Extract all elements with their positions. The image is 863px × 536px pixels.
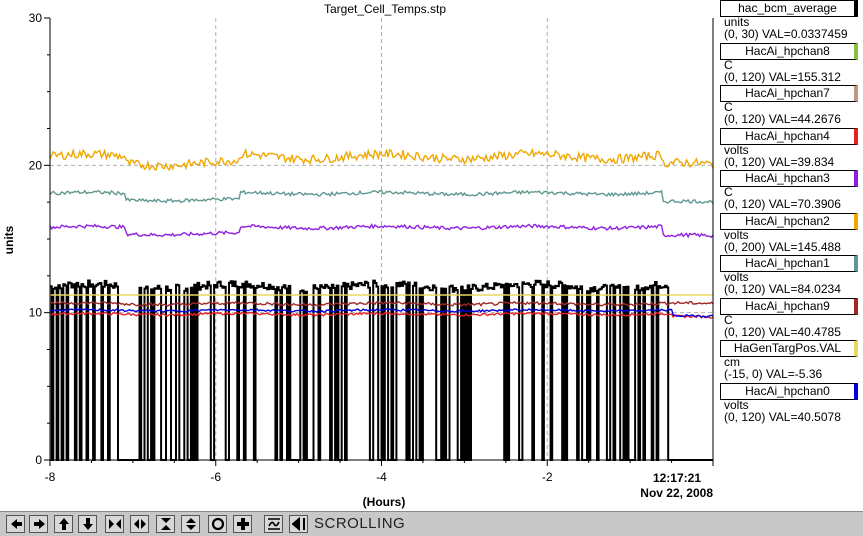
zoom-in-x-icon (108, 517, 122, 531)
series-line-hacai-hpchan2 (49, 147, 714, 172)
arrow-right-button[interactable] (29, 515, 48, 533)
strip-chart: Target_Cell_Temps.stp units (Hours) 12:1… (2, 2, 714, 509)
legend-series-name: HacAi_hpchan7 (720, 85, 858, 102)
zoom-in-x-button[interactable] (105, 515, 124, 533)
arrow-down-icon (81, 517, 95, 531)
arrow-right-icon (32, 517, 46, 531)
y-axis-label: units (2, 225, 16, 254)
legend-series-name: HacAi_hpchan4 (720, 127, 858, 145)
legend-series-unit: C (724, 100, 733, 114)
legend-series-name: HacAi_hpchan0 (720, 382, 858, 400)
arrow-down-button[interactable] (78, 515, 97, 533)
legend-series-value: (0, 200) VAL=145.488 (724, 239, 841, 254)
legend-series-value: (0, 120) VAL=84.0234 (724, 282, 841, 296)
legend-series-unit: volts (724, 397, 749, 412)
plus-button[interactable] (233, 515, 252, 533)
legend-series-value: (0, 120) VAL=44.2676 (724, 112, 841, 126)
legend-series-name: HacAi_hpchan2 (720, 212, 858, 230)
arrow-left-button[interactable] (6, 515, 25, 533)
legend-series-name: HacAi_hpchan9 (720, 297, 858, 315)
zoom-in-y-icon (159, 517, 173, 531)
series-line-hacai-hpchan1 (49, 189, 714, 205)
record-button[interactable] (208, 515, 227, 533)
autoscale-button[interactable] (264, 515, 283, 533)
end-time-label: 12:17:21 (653, 471, 701, 485)
x-tick-label: -4 (376, 470, 387, 484)
series-line-hacai-hpchan0 (50, 308, 714, 318)
record-icon (211, 517, 225, 531)
legend-series-value: (0, 120) VAL=40.4785 (724, 324, 841, 339)
zoom-out-x-button[interactable] (130, 515, 149, 533)
axes: 0 10 20 30 -8 -6 -4 -2 (29, 11, 714, 484)
legend-series-unit: C (724, 185, 733, 199)
arrow-up-button[interactable] (54, 515, 73, 533)
y-tick-label: 20 (29, 158, 43, 172)
zoom-in-y-button[interactable] (156, 515, 175, 533)
scroll-status-label: SCROLLING (314, 515, 406, 532)
zoom-out-y-button[interactable] (181, 515, 200, 533)
zoom-out-y-icon (184, 517, 198, 531)
legend-series-unit: volts (724, 227, 749, 242)
legend-series-unit: cm (724, 355, 740, 369)
x-tick-label: -6 (210, 470, 221, 484)
x-axis-label: (Hours) (363, 495, 406, 509)
chart-title: Target_Cell_Temps.stp (324, 2, 446, 16)
legend-series-name: HacAi_hpchan1 (720, 255, 858, 272)
legend-series-value: (0, 30) VAL=0.0337459 (724, 27, 848, 41)
legend-series-unit: volts (724, 142, 749, 157)
autoscale-icon (267, 517, 281, 531)
y-tick-label: 0 (35, 453, 42, 467)
series-line-hacai-hpchan4 (49, 311, 714, 319)
legend-series-value: (0, 120) VAL=70.3906 (724, 197, 841, 211)
series-line-hacai-hpchan3 (49, 222, 714, 239)
toolbar: SCROLLING (0, 511, 863, 536)
legend-series-value: (0, 120) VAL=39.834 (724, 154, 835, 169)
x-tick-label: -8 (45, 470, 56, 484)
legend-series-value: (-15, 0) VAL=-5.36 (724, 367, 823, 381)
x-tick-label: -2 (542, 470, 553, 484)
legend-series-value: (0, 120) VAL=155.312 (724, 69, 841, 84)
zoom-out-x-icon (133, 517, 147, 531)
arrow-up-icon (57, 517, 71, 531)
arrow-left-icon (9, 517, 23, 531)
legend-series-name: hac_bcm_average (720, 0, 858, 17)
legend-series-name: HaGenTargPos.VAL (720, 340, 858, 357)
legend-series-name: HacAi_hpchan8 (720, 42, 858, 60)
legend-series-unit: volts (724, 270, 749, 284)
legend-series-value: (0, 120) VAL=40.5078 (724, 409, 841, 424)
series-line-hac-bcm-average (50, 279, 713, 461)
legend-series-unit: units (724, 15, 750, 29)
legend-series-unit: C (724, 57, 733, 72)
y-tick-label: 30 (29, 11, 43, 25)
pause-scroll-icon (291, 517, 306, 531)
series-line-hacai-hpchan9 (49, 300, 714, 307)
legend-series-name: HacAi_hpchan3 (720, 170, 858, 187)
end-date-label: Nov 22, 2008 (640, 486, 713, 500)
legend-series-unit: C (724, 312, 733, 327)
y-tick-label: 10 (29, 306, 43, 320)
plus-icon (236, 517, 250, 531)
pause-scroll-button[interactable] (289, 515, 308, 533)
